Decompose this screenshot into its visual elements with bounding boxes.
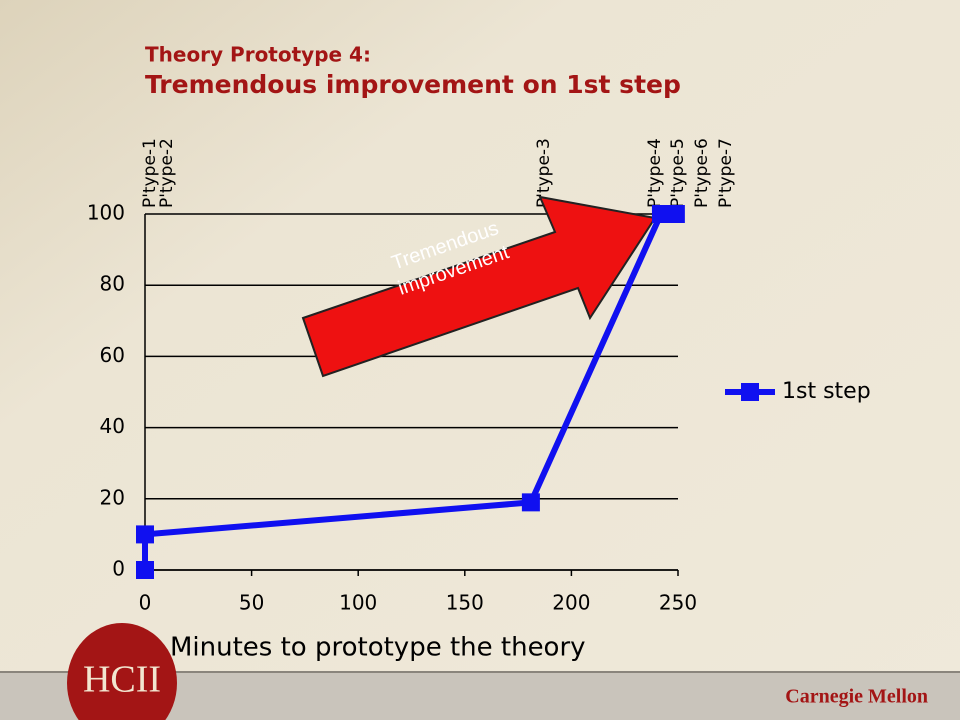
x-tick-label: 0 <box>139 591 152 615</box>
arrow <box>301 195 657 378</box>
x-tick-label: 150 <box>446 591 484 615</box>
top-label: P'type-6 <box>692 138 712 208</box>
point <box>666 205 685 223</box>
top-label: P'type-1 <box>140 138 160 208</box>
point <box>651 205 670 223</box>
y-tick-label: 60 <box>100 343 125 367</box>
hcii-logo: HCII <box>67 623 177 724</box>
x-tick-label: 200 <box>552 591 590 615</box>
top-label: P'type-7 <box>716 138 736 208</box>
legend-label: 1st step <box>782 379 871 404</box>
title: Theory Prototype 4: <box>145 43 371 67</box>
y-tick-label: 40 <box>100 414 125 438</box>
point <box>521 493 540 512</box>
x-axis-title: Minutes to prototype the theory <box>170 633 586 663</box>
x-tick-label: 250 <box>659 591 697 615</box>
y-tick-label: 0 <box>112 557 125 581</box>
top-label: P'type-5 <box>668 138 688 208</box>
point <box>136 525 154 544</box>
logo-circle <box>67 623 177 724</box>
university-logo: Carnegie Mellon <box>785 686 928 708</box>
x-tick-label: 50 <box>239 591 264 615</box>
y-tick-label: 20 <box>100 485 125 509</box>
y-tick-label: 100 <box>87 201 125 225</box>
subtitle: Tremendous improvement on 1st step <box>145 70 681 99</box>
legend-marker <box>741 383 759 401</box>
y-tick-label: 80 <box>100 272 125 296</box>
point <box>136 561 154 579</box>
logo-text: HCII <box>83 659 161 701</box>
top-label: P'type-4 <box>645 138 665 208</box>
x-tick-label: 100 <box>339 591 377 615</box>
top-label: P'type-2 <box>157 138 177 208</box>
top-label: P'type-3 <box>534 138 554 208</box>
